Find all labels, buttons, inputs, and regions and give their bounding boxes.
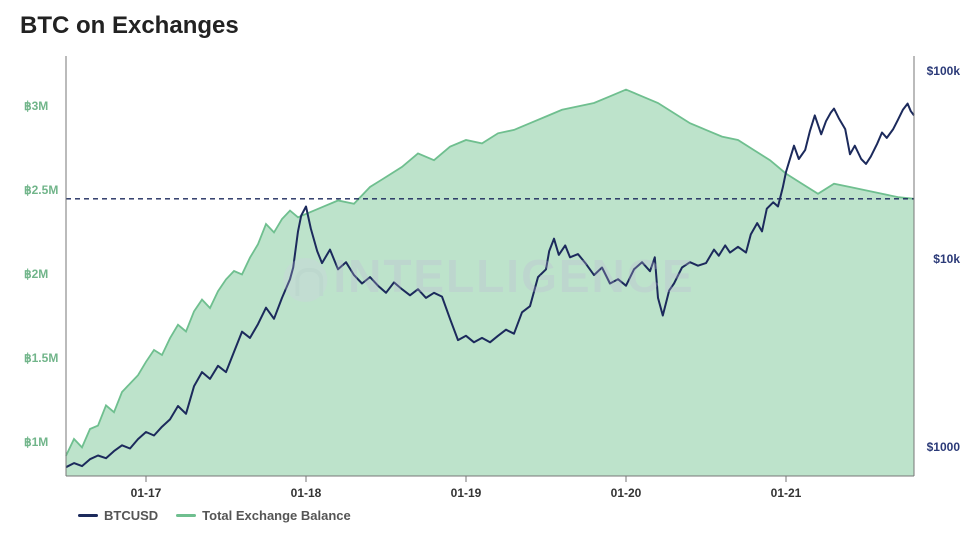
y-left-tick-label: ฿2M bbox=[24, 267, 48, 281]
chart-svg bbox=[18, 46, 960, 506]
y-left-tick-label: ฿3M bbox=[24, 99, 48, 113]
y-right-tick-label: $10k bbox=[933, 252, 960, 266]
legend: BTCUSD Total Exchange Balance bbox=[78, 508, 960, 523]
y-right-tick-label: $100k bbox=[927, 64, 960, 78]
x-tick-label: 01-19 bbox=[451, 486, 482, 500]
y-right-tick-label: $1000 bbox=[927, 440, 960, 454]
legend-item-balance: Total Exchange Balance bbox=[176, 508, 351, 523]
chart-title: BTC on Exchanges bbox=[20, 12, 960, 40]
y-left-tick-label: ฿2.5M bbox=[24, 183, 58, 197]
y-left-tick-label: ฿1.5M bbox=[24, 351, 58, 365]
legend-label: BTCUSD bbox=[104, 508, 158, 523]
legend-swatch bbox=[176, 514, 196, 517]
legend-swatch bbox=[78, 514, 98, 517]
x-tick-label: 01-20 bbox=[611, 486, 642, 500]
legend-label: Total Exchange Balance bbox=[202, 508, 351, 523]
x-tick-label: 01-21 bbox=[771, 486, 802, 500]
chart-container: BTC on Exchanges INTELLIGENCE ฿1M฿1.5M฿2… bbox=[0, 0, 978, 550]
x-tick-label: 01-18 bbox=[291, 486, 322, 500]
x-tick-label: 01-17 bbox=[131, 486, 162, 500]
plot-area: INTELLIGENCE ฿1M฿1.5M฿2M฿2.5M฿3M$1000$10… bbox=[18, 46, 960, 506]
y-left-tick-label: ฿1M bbox=[24, 435, 48, 449]
legend-item-btcusd: BTCUSD bbox=[78, 508, 158, 523]
